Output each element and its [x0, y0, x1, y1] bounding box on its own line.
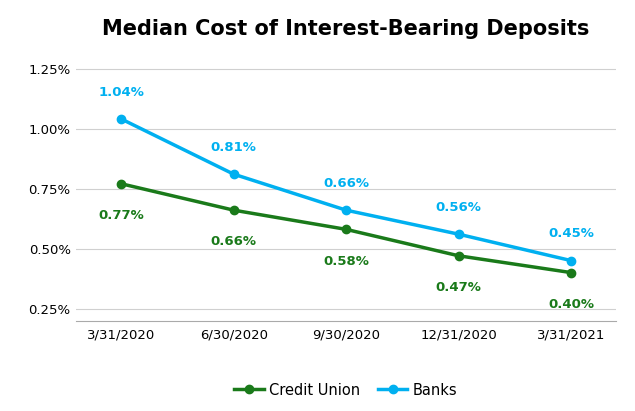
Banks: [342, 208, 350, 212]
Line: Credit Union: Credit Union: [117, 180, 575, 277]
Banks: [117, 116, 125, 121]
Text: 0.66%: 0.66%: [211, 236, 257, 248]
Title: Median Cost of Interest-Bearing Deposits: Median Cost of Interest-Bearing Deposits: [102, 19, 590, 39]
Text: 0.81%: 0.81%: [211, 141, 257, 154]
Credit Union: [567, 270, 575, 275]
Credit Union: [455, 253, 462, 258]
Credit Union: [230, 208, 237, 212]
Text: 0.77%: 0.77%: [98, 209, 144, 222]
Banks: [230, 172, 237, 177]
Text: 0.47%: 0.47%: [436, 281, 481, 294]
Text: 1.04%: 1.04%: [98, 85, 144, 99]
Credit Union: [342, 227, 350, 232]
Text: 0.40%: 0.40%: [548, 298, 594, 311]
Text: 0.45%: 0.45%: [548, 227, 594, 240]
Credit Union: [117, 181, 125, 186]
Legend: Credit Union, Banks: Credit Union, Banks: [229, 377, 464, 403]
Line: Banks: Banks: [117, 115, 575, 265]
Banks: [567, 258, 575, 263]
Banks: [455, 232, 462, 237]
Text: 0.66%: 0.66%: [323, 177, 369, 190]
Text: 0.56%: 0.56%: [436, 201, 481, 214]
Text: 0.58%: 0.58%: [323, 254, 369, 268]
